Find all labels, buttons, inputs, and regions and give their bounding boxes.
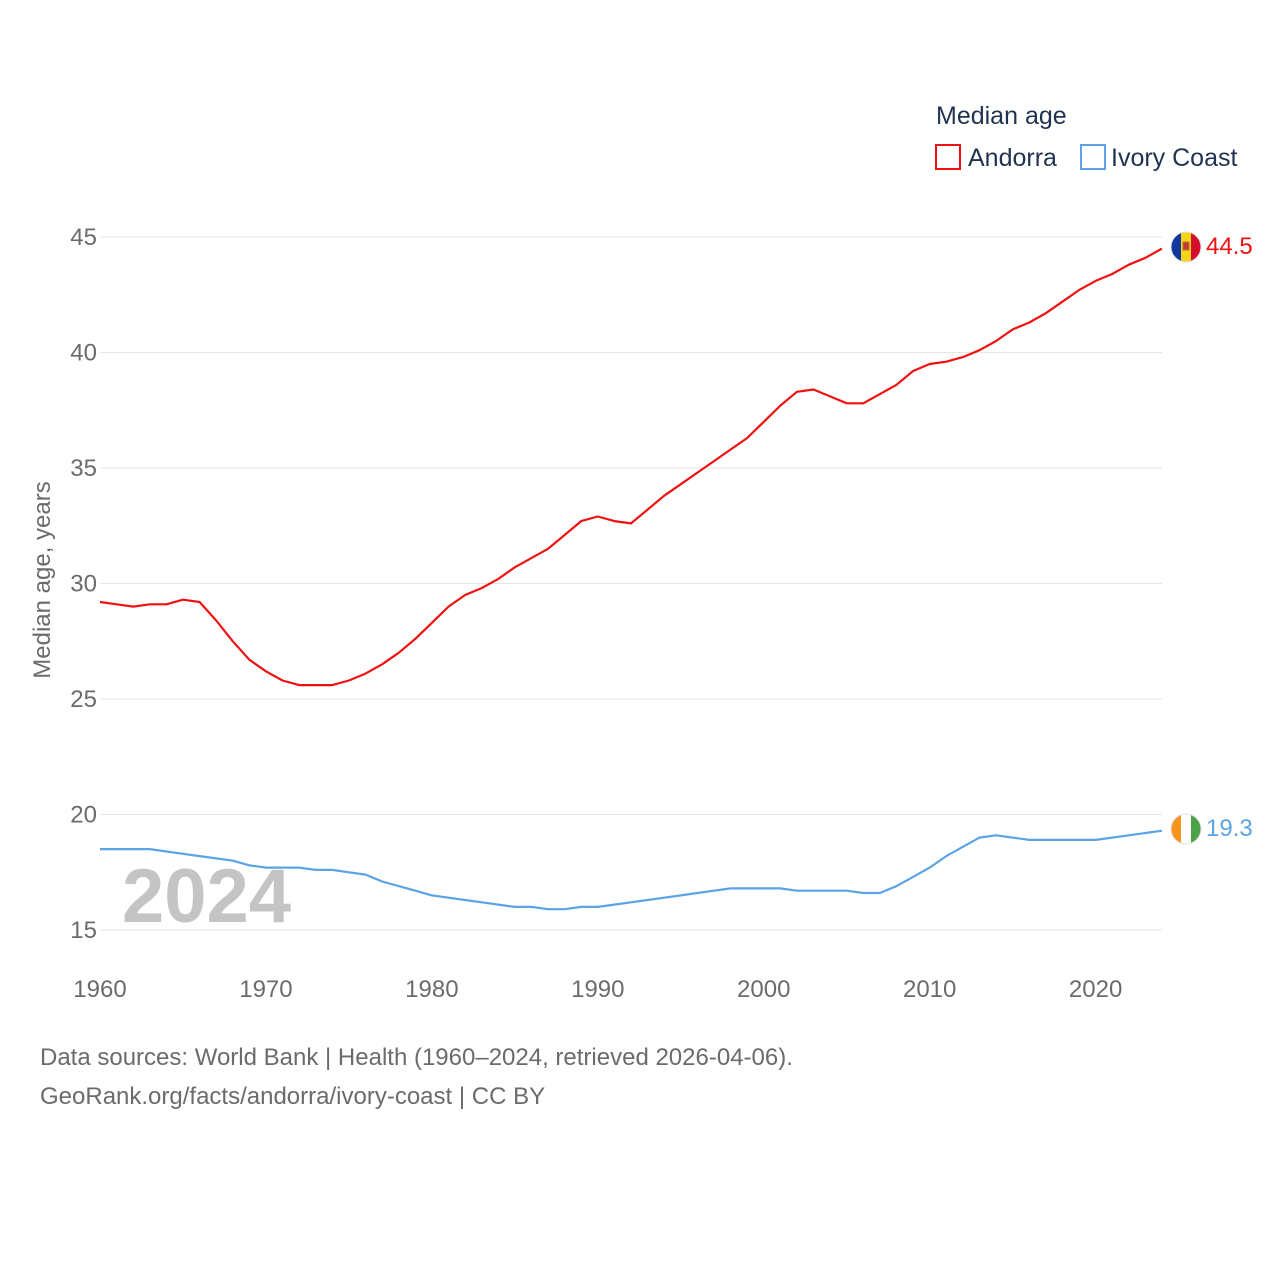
x-tick-label: 2020 (1069, 976, 1122, 1003)
y-tick-label: 30 (70, 571, 97, 598)
source-line-2[interactable]: GeoRank.org/facts/andorra/ivory-coast | … (40, 1083, 546, 1110)
legend-item-andorra[interactable]: Andorra (935, 144, 1057, 172)
x-tick-label: 1960 (73, 976, 126, 1003)
andorra-end-value: 44.5 (1206, 233, 1253, 260)
gridlines (100, 236, 1162, 931)
y-axis-ticks: 15 20 25 30 35 40 45 (70, 224, 97, 944)
y-tick-label: 15 (70, 917, 97, 944)
legend-swatch-ivory-coast (1080, 144, 1106, 170)
series-line-ivory-coast[interactable] (100, 829, 1163, 911)
source-line-1: Data sources: World Bank | Health (1960–… (40, 1044, 793, 1071)
legend: Median age Andorra Ivory Coast (935, 102, 1237, 172)
legend-item-ivory-coast[interactable]: Ivory Coast (1080, 144, 1237, 172)
ivory-coast-flag-icon (1171, 814, 1201, 844)
x-tick-label: 2010 (903, 976, 956, 1003)
y-tick-label: 20 (70, 802, 97, 829)
legend-label-ivory-coast: Ivory Coast (1111, 144, 1237, 172)
y-tick-label: 35 (70, 455, 97, 482)
legend-label-andorra: Andorra (968, 144, 1057, 172)
legend-title: Median age (936, 102, 1067, 130)
series-line-andorra[interactable] (99, 247, 1163, 687)
y-tick-label: 45 (70, 224, 97, 251)
median-age-chart: 15 20 25 30 35 40 45 1960 1970 1980 1990 2000 2010 2… (29, 102, 1253, 1003)
x-tick-label: 1990 (571, 976, 624, 1003)
x-tick-label: 1970 (239, 976, 292, 1003)
legend-swatch-andorra (935, 144, 961, 170)
x-tick-label: 1980 (405, 976, 458, 1003)
x-tick-label: 2000 (737, 976, 790, 1003)
y-tick-label: 25 (70, 686, 97, 713)
x-axis-ticks: 1960 1970 1980 1990 2000 2010 2020 (73, 976, 1122, 1003)
y-axis-label: Median age, years (29, 481, 56, 678)
andorra-flag-icon (1171, 232, 1201, 262)
ivory-coast-end-value: 19.3 (1206, 815, 1253, 842)
y-tick-label: 40 (70, 340, 97, 367)
series-lines (99, 247, 1163, 911)
